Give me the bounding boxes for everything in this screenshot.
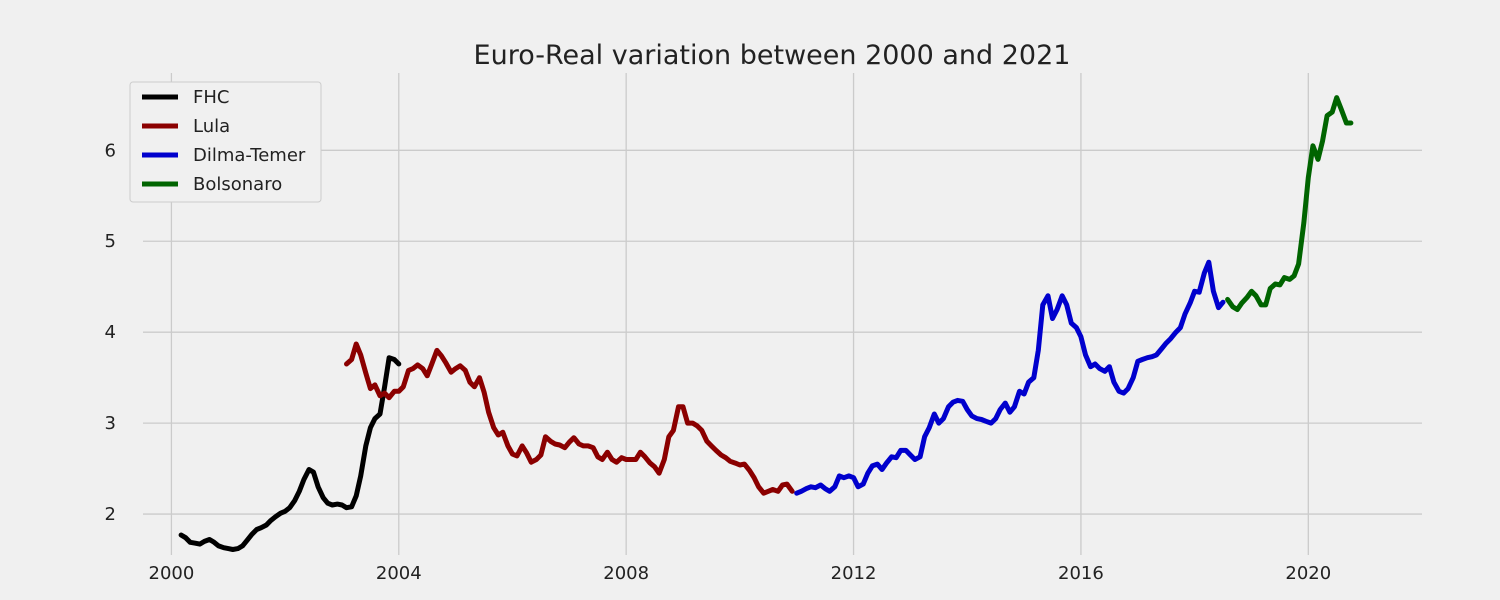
y-tick-label: 3 (105, 413, 116, 434)
legend-item: Bolsonaro (142, 174, 282, 195)
grid (143, 73, 1422, 555)
series-line-fhc (178, 355, 402, 552)
legend-label: FHC (193, 87, 229, 108)
x-tick-label: 2020 (1285, 563, 1331, 584)
y-tick-label: 6 (105, 140, 116, 161)
series-line-lula (344, 341, 795, 496)
legend-item: FHC (142, 87, 229, 108)
x-tick-label: 2008 (603, 563, 649, 584)
legend-item: Lula (142, 116, 230, 137)
axis-ticks: 2000 2004 2008 2012 2016 2020 2 3 4 5 6 (105, 140, 1332, 584)
legend-box (129, 81, 322, 203)
series-line-bolsonaro (1225, 95, 1354, 312)
legend-label: Lula (193, 116, 230, 137)
series-lines (178, 95, 1354, 552)
y-tick-label: 4 (105, 322, 116, 343)
x-tick-label: 2004 (376, 563, 422, 584)
y-tick-label: 5 (105, 231, 116, 252)
y-tick-label: 2 (105, 504, 116, 525)
x-tick-label: 2016 (1058, 563, 1104, 584)
legend-label: Bolsonaro (193, 174, 282, 195)
legend: FHC Lula Dilma-Temer Bolsonaro (129, 81, 322, 203)
legend-label: Dilma-Temer (193, 145, 306, 166)
chart-title: Euro-Real variation between 2000 and 202… (474, 40, 1071, 71)
legend-item: Dilma-Temer (142, 145, 306, 166)
series-line-dilma-temer (794, 259, 1226, 496)
x-tick-label: 2000 (149, 563, 195, 584)
x-tick-label: 2012 (831, 563, 877, 584)
